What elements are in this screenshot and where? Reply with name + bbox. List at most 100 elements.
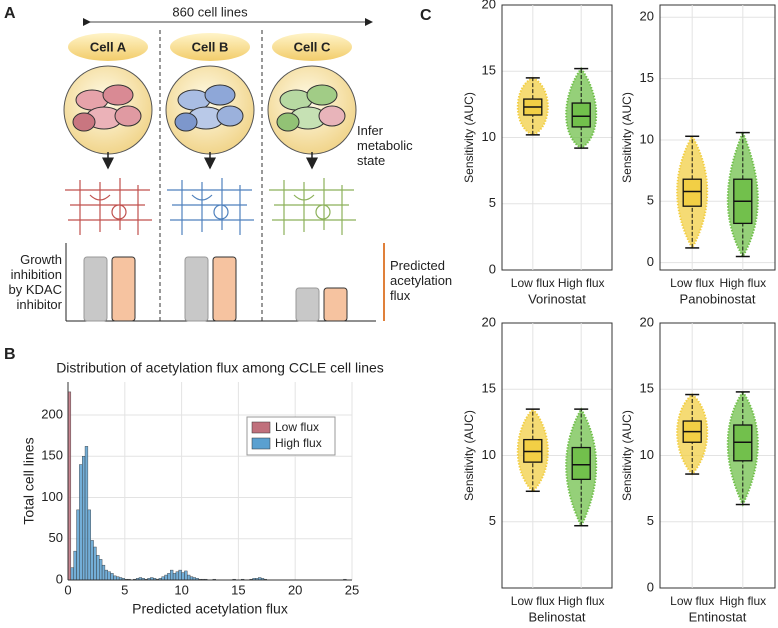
x-axis-label: Predicted acetylation flux: [132, 601, 288, 617]
histogram-bar: [96, 555, 100, 581]
histogram-bar: [107, 571, 111, 581]
y-tick-label: 0: [647, 579, 654, 594]
y-tick-label: 150: [41, 448, 63, 463]
y-tick-label: 5: [489, 195, 496, 210]
x-tick-label: Low flux: [670, 594, 714, 608]
legend-label: Low flux: [275, 420, 319, 434]
plot-frame: [501, 322, 613, 589]
legend-label: High flux: [275, 436, 322, 450]
chart-title: Distribution of acetylation flux among C…: [56, 360, 384, 376]
histogram-bar: [187, 574, 191, 581]
histogram-bar: [99, 559, 103, 581]
arrows: [102, 152, 318, 170]
x-tick-label: High flux: [719, 276, 766, 290]
step-label: Infer metabolic state: [357, 123, 413, 168]
histogram-bar: [93, 546, 97, 581]
label-bg: [168, 6, 252, 20]
y-tick-label: 20: [640, 9, 654, 24]
x-tick-label: High flux: [558, 276, 605, 290]
histogram-bar: [167, 573, 171, 581]
x-tick-label: Low flux: [511, 594, 555, 608]
y-tick-label: 200: [41, 406, 63, 421]
x-tick-label: 15: [231, 582, 245, 597]
y-axis-label: Sensitivity (AUC): [462, 410, 476, 501]
histogram-bar: [76, 509, 80, 581]
y-tick-label: 5: [489, 513, 496, 528]
histogram-bar: [73, 550, 77, 581]
y-tick-label: 10: [640, 131, 654, 146]
y-tick-label: 15: [482, 63, 496, 78]
x-tick-label: High flux: [719, 594, 766, 608]
y-tick-label: 10: [482, 129, 496, 144]
y-tick-label: 10: [482, 447, 496, 462]
histogram-bar: [81, 456, 86, 581]
histogram-bar: [181, 572, 185, 581]
panel-label: C: [420, 7, 432, 24]
cell-label: Cell A: [90, 39, 127, 54]
y-tick-label: 100: [41, 489, 63, 504]
histogram-bar: [175, 571, 179, 581]
y-axis-label: Sensitivity (AUC): [620, 92, 634, 183]
histogram-bar: [79, 464, 83, 581]
panel-label: B: [4, 346, 16, 363]
y-tick-label: 50: [49, 530, 63, 545]
histogram-bar: [84, 446, 89, 581]
histogram-bar: [110, 573, 114, 581]
left-label: Growth inhibition by KDAC inhibitor: [8, 252, 62, 312]
x-axis-label: Vorinostat: [528, 291, 586, 306]
box: [571, 446, 591, 480]
legend-swatch: [251, 437, 271, 450]
x-tick-label: 0: [64, 582, 71, 597]
y-tick-label: 5: [647, 193, 654, 208]
histogram-bar: [90, 540, 94, 581]
network: [65, 178, 356, 235]
y-tick-label: 0: [647, 254, 654, 269]
plot-frame: [501, 4, 613, 271]
histogram-bar: [113, 575, 117, 581]
span-label: 860 cell lines: [172, 4, 248, 19]
plot-frame: [659, 4, 776, 271]
y-tick-label: 10: [640, 447, 654, 462]
y-tick-label: 20: [482, 314, 496, 329]
cell-dish: [63, 33, 357, 155]
cell-label: Cell B: [192, 39, 229, 54]
x-axis-label: Entinostat: [689, 609, 747, 624]
diagram: 860 cell lines Cell A Cell B Cell C: [63, 4, 385, 322]
y-axis-label: Sensitivity (AUC): [620, 410, 634, 501]
plot-frame: [659, 322, 776, 589]
y-tick-label: 0: [489, 261, 496, 276]
y-tick-label: 15: [640, 70, 654, 85]
histogram-bar: [178, 569, 182, 581]
histogram-bar: [164, 574, 168, 581]
y-tick-label: 0: [56, 571, 63, 586]
box: [571, 102, 591, 128]
y-tick-label: 15: [482, 381, 496, 396]
y-tick-label: 20: [482, 0, 496, 11]
histogram-bar: [170, 569, 174, 581]
x-tick-label: 25: [345, 582, 359, 597]
histogram-bar: [70, 567, 74, 581]
y-tick-label: 15: [640, 381, 654, 396]
x-tick-label: High flux: [558, 594, 605, 608]
histogram-bar: [172, 573, 177, 581]
histogram-bar: [101, 564, 106, 581]
x-tick-label: 10: [174, 582, 188, 597]
x-tick-label: Low flux: [511, 276, 555, 290]
x-axis-label: Panobinostat: [680, 291, 756, 306]
histogram-bar: [184, 570, 188, 581]
right-label: Predicted acetylation flux: [390, 258, 453, 303]
y-axis-label: Sensitivity (AUC): [462, 92, 476, 183]
y-tick-label: 5: [647, 513, 654, 528]
x-tick-label: 5: [121, 582, 128, 597]
schematic-bars: [65, 243, 385, 322]
box: [682, 178, 702, 207]
histogram-bar: [104, 569, 108, 581]
cell-label: Cell C: [294, 39, 331, 54]
x-axis-label: Belinostat: [528, 609, 585, 624]
histogram-bar: [87, 509, 91, 581]
x-tick-label: Low flux: [670, 276, 714, 290]
y-tick-label: 20: [640, 314, 654, 329]
panel-label: A: [4, 5, 16, 22]
